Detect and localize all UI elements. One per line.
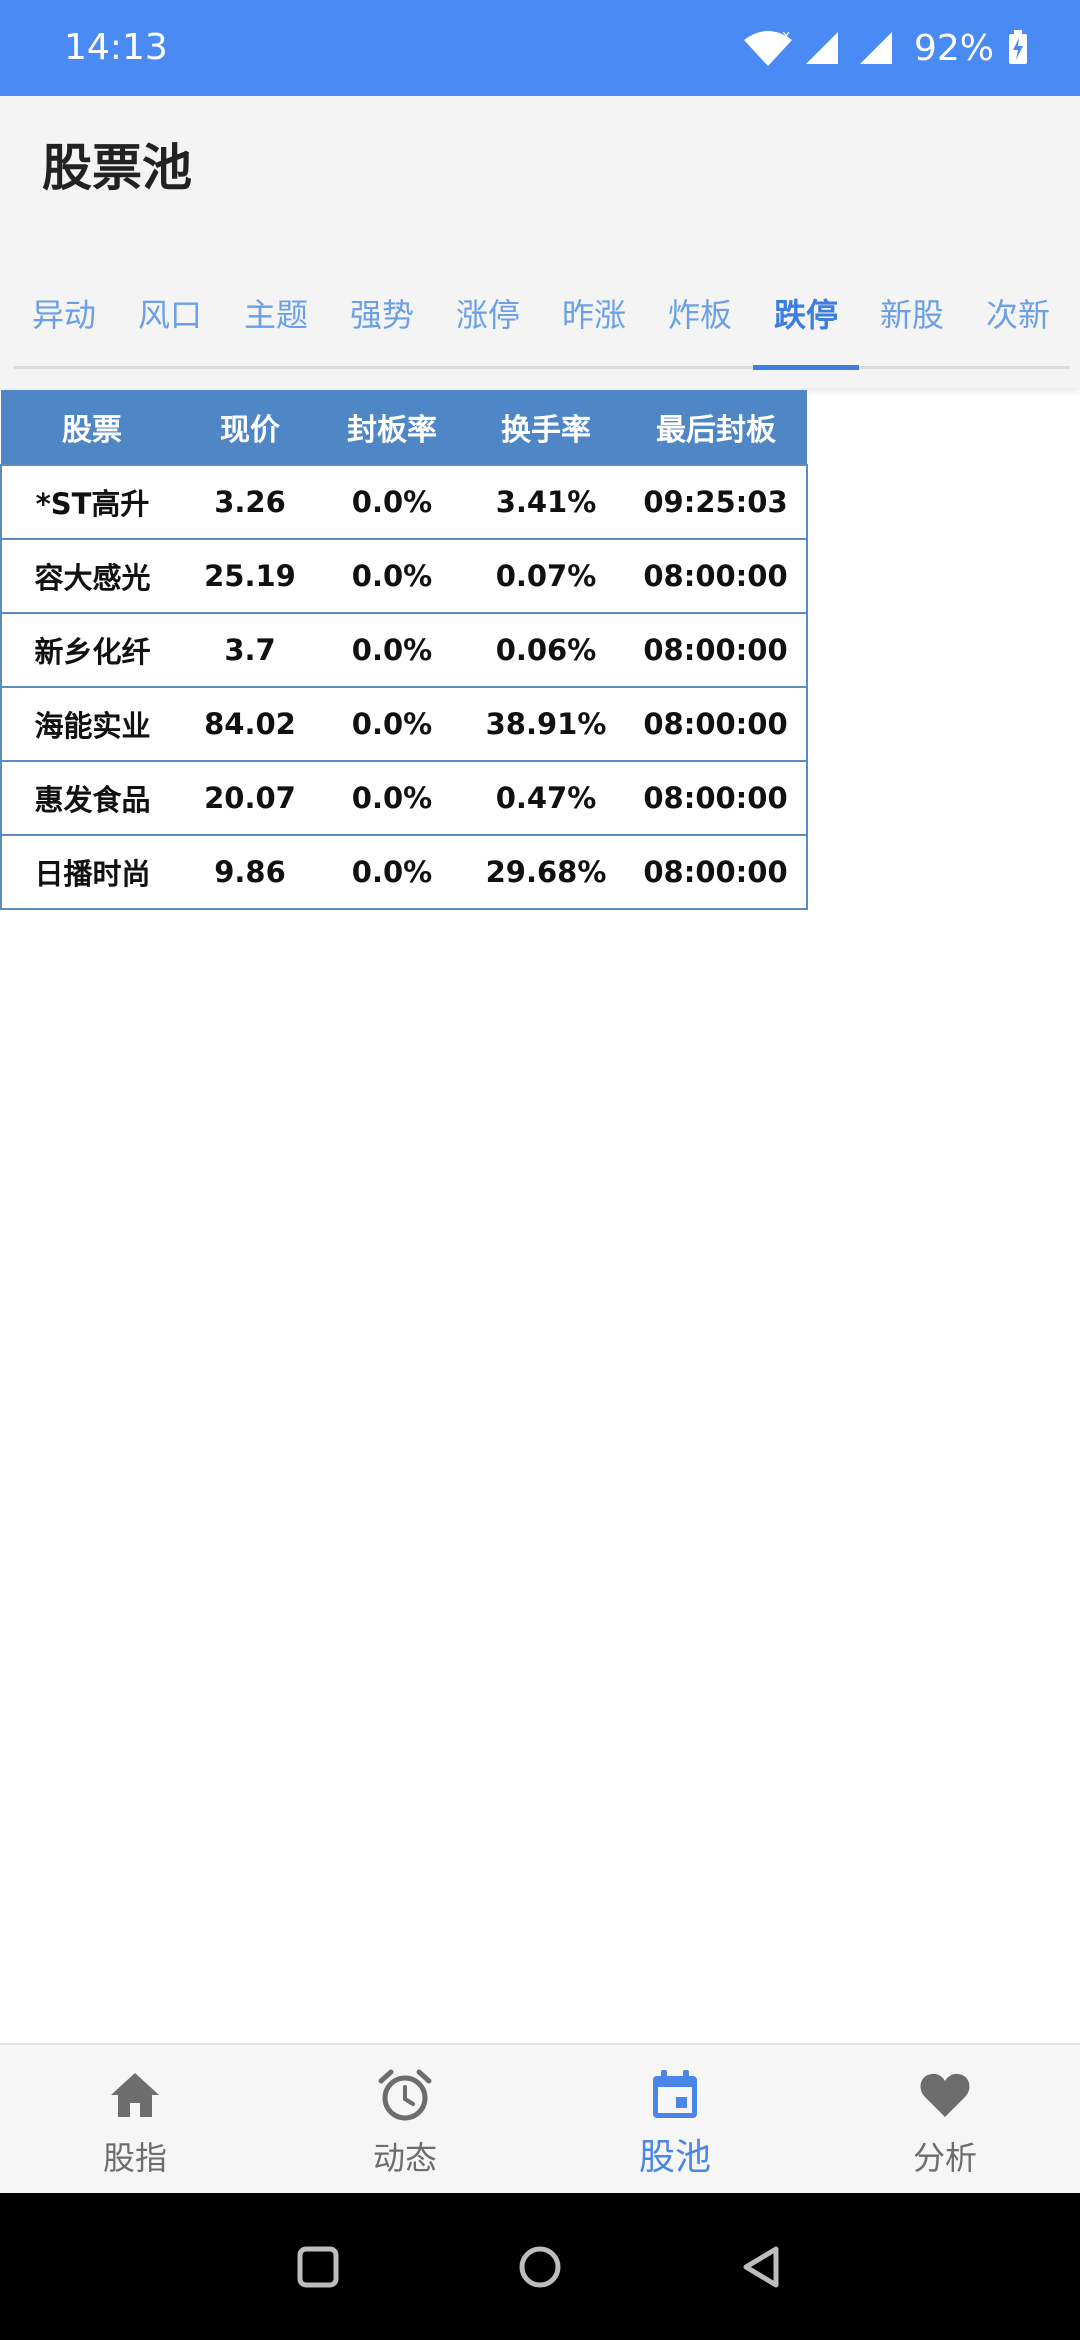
tab-dieting[interactable]: 跌停 — [773, 296, 838, 334]
cell-stock-name: 惠发食品 — [0, 760, 183, 836]
cell-last-seal: 09:25:03 — [625, 464, 808, 540]
tab-cixin[interactable]: 次新 — [985, 296, 1050, 334]
heart-icon — [917, 2067, 973, 2123]
nav-item-guchi[interactable]: 股池 — [540, 2045, 810, 2195]
column-header-last-seal[interactable]: 最后封板 — [625, 390, 807, 465]
cell-price: 25.19 — [183, 538, 317, 614]
stock-table: 股票 现价 封板率 换手率 最后封板 *ST高升 3.26 0.0% 3.41%… — [0, 390, 808, 910]
battery-percent: 92% — [913, 27, 994, 69]
tab-qiangshi[interactable]: 强势 — [349, 296, 414, 334]
nav-item-dongtai[interactable]: 动态 — [270, 2045, 540, 2195]
wifi-icon: x — [742, 28, 794, 68]
cell-seal-rate: 0.0% — [317, 760, 467, 836]
cell-price: 3.26 — [183, 464, 317, 540]
tab-track — [14, 366, 1070, 369]
tab-fengkou[interactable]: 风口 — [137, 296, 202, 334]
nav-label: 动态 — [372, 2139, 437, 2177]
system-nav-bar — [0, 2193, 1080, 2340]
cell-last-seal: 08:00:00 — [625, 686, 808, 762]
tab-indicator — [753, 365, 859, 370]
cell-turnover: 0.06% — [467, 612, 625, 688]
table-row[interactable]: 容大感光 25.19 0.0% 0.07% 08:00:00 — [0, 538, 808, 614]
table-header-row: 股票 现价 封板率 换手率 最后封板 — [1, 390, 807, 465]
status-bar: 14:13 x 92% — [0, 0, 1080, 96]
back-triangle-icon[interactable] — [732, 2237, 792, 2297]
cell-stock-name: 日播时尚 — [0, 834, 183, 910]
cell-seal-rate: 0.0% — [317, 686, 467, 762]
cell-stock-name: *ST高升 — [0, 464, 183, 540]
nav-label: 分析 — [912, 2139, 977, 2177]
cell-turnover: 3.41% — [467, 464, 625, 540]
battery-charging-icon — [1008, 30, 1028, 66]
home-circle-icon[interactable] — [510, 2237, 570, 2297]
tab-zhaban[interactable]: 炸板 — [667, 296, 732, 334]
column-header-price[interactable]: 现价 — [183, 390, 317, 465]
cell-price: 20.07 — [183, 760, 317, 836]
cell-turnover: 0.07% — [467, 538, 625, 614]
cell-price: 3.7 — [183, 612, 317, 688]
svg-text:x: x — [782, 28, 790, 44]
cell-turnover: 38.91% — [467, 686, 625, 762]
cell-stock-name: 新乡化纤 — [0, 612, 183, 688]
signal-icon — [802, 28, 842, 68]
table-row[interactable]: *ST高升 3.26 0.0% 3.41% 09:25:03 — [0, 464, 808, 540]
column-header-stock[interactable]: 股票 — [1, 390, 183, 465]
cell-price: 84.02 — [183, 686, 317, 762]
cell-seal-rate: 0.0% — [317, 538, 467, 614]
table-row[interactable]: 海能实业 84.02 0.0% 38.91% 08:00:00 — [0, 686, 808, 762]
cell-seal-rate: 0.0% — [317, 612, 467, 688]
cell-turnover: 0.47% — [467, 760, 625, 836]
table-row[interactable]: 日播时尚 9.86 0.0% 29.68% 08:00:00 — [0, 834, 808, 910]
cell-price: 9.86 — [183, 834, 317, 910]
cell-stock-name: 容大感光 — [0, 538, 183, 614]
nav-item-guzhi[interactable]: 股指 — [0, 2045, 270, 2195]
status-time: 14:13 — [64, 27, 168, 68]
cell-last-seal: 08:00:00 — [625, 538, 808, 614]
status-icons: x 92% — [742, 24, 1028, 72]
cell-seal-rate: 0.0% — [317, 834, 467, 910]
cell-last-seal: 08:00:00 — [625, 834, 808, 910]
page-title: 股票池 — [42, 139, 192, 197]
recent-apps-icon[interactable] — [288, 2237, 348, 2297]
alarm-clock-icon — [377, 2067, 433, 2123]
tab-bar: 异动 风口 主题 强势 涨停 昨涨 炸板 跌停 新股 次新 — [0, 243, 1080, 388]
table-row[interactable]: 新乡化纤 3.7 0.0% 0.06% 08:00:00 — [0, 612, 808, 688]
table-row[interactable]: 惠发食品 20.07 0.0% 0.47% 08:00:00 — [0, 760, 808, 836]
cell-last-seal: 08:00:00 — [625, 612, 808, 688]
cell-stock-name: 海能实业 — [0, 686, 183, 762]
nav-label: 股指 — [102, 2139, 167, 2177]
app-bar: 股票池 — [0, 96, 1080, 243]
cell-last-seal: 08:00:00 — [625, 760, 808, 836]
calendar-icon — [647, 2067, 703, 2123]
bottom-navigation: 股指 动态 — [0, 2043, 1080, 2195]
nav-item-fenxi[interactable]: 分析 — [810, 2045, 1080, 2195]
column-header-turnover[interactable]: 换手率 — [467, 390, 625, 465]
cell-seal-rate: 0.0% — [317, 464, 467, 540]
cell-turnover: 29.68% — [467, 834, 625, 910]
nav-label: 股池 — [638, 2137, 711, 2178]
tab-xingu[interactable]: 新股 — [879, 296, 944, 334]
home-icon — [107, 2067, 163, 2123]
column-header-seal-rate[interactable]: 封板率 — [317, 390, 467, 465]
tab-yidong[interactable]: 异动 — [31, 296, 96, 334]
tab-zhangting[interactable]: 涨停 — [455, 296, 520, 334]
signal-icon-2 — [856, 28, 896, 68]
tab-zhuti[interactable]: 主题 — [243, 296, 308, 334]
tab-zuozhang[interactable]: 昨涨 — [561, 296, 626, 334]
